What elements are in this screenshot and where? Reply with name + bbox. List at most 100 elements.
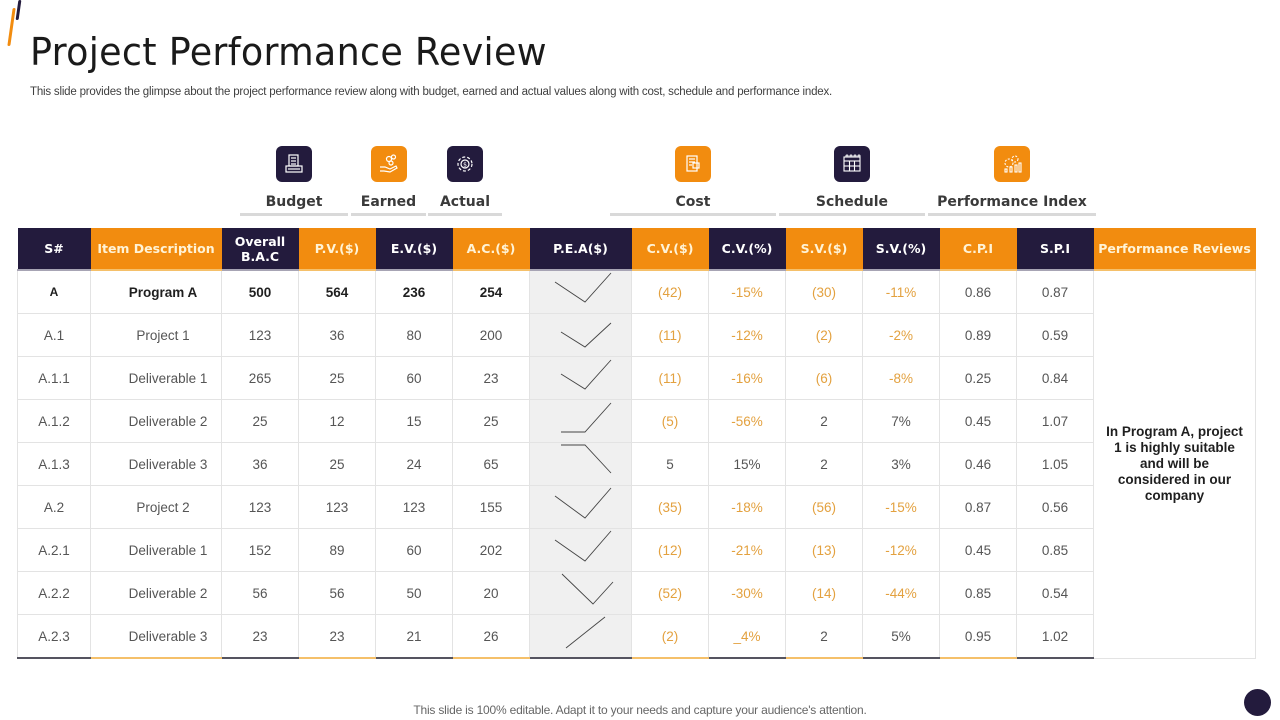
trend-flat-down-icon bbox=[560, 444, 611, 474]
cell-pv: 89 bbox=[298, 528, 376, 572]
cell-cv-pct: -21% bbox=[708, 528, 786, 572]
cell-spi: 0.59 bbox=[1016, 313, 1094, 357]
table-row: A.2.3 Deliverable 3 23 23 21 26 (2) _4% … bbox=[17, 614, 1256, 659]
cell-ac: 202 bbox=[452, 528, 530, 572]
cell-bac: 25 bbox=[221, 399, 299, 443]
cell-pea-trend bbox=[529, 313, 632, 357]
category-label: Performance Index bbox=[937, 194, 1087, 210]
cell-spi: 0.84 bbox=[1016, 356, 1094, 400]
cell-ac: 65 bbox=[452, 442, 530, 486]
cell-description: Deliverable 3 bbox=[90, 614, 222, 659]
cell-cpi: 0.46 bbox=[939, 442, 1017, 486]
cell-spi: 0.56 bbox=[1016, 485, 1094, 529]
cell-ev: 60 bbox=[375, 356, 453, 400]
page-subtitle: This slide provides the glimpse about th… bbox=[30, 86, 833, 98]
cell-ac: 20 bbox=[452, 571, 530, 615]
category-label: Earned bbox=[360, 194, 417, 210]
cell-description: Deliverable 3 bbox=[90, 442, 222, 486]
cell-sv-dollar: (6) bbox=[785, 356, 863, 400]
table-row: A.1.3 Deliverable 3 36 25 24 65 5 15% 2 … bbox=[17, 442, 1256, 486]
svg-text:$: $ bbox=[463, 162, 467, 169]
category-schedule: Schedule bbox=[779, 146, 925, 216]
table-row: A.2.1 Deliverable 1 152 89 60 202 (12) -… bbox=[17, 528, 1256, 572]
cell-bac: 500 bbox=[221, 269, 299, 314]
col-header-sv-dollar: S.V.($) bbox=[785, 228, 863, 270]
col-header-pea: P.E.A($) bbox=[529, 228, 632, 270]
cell-cv-pct: _4% bbox=[708, 614, 786, 659]
col-header-performance-reviews: Performance Reviews bbox=[1093, 228, 1256, 270]
cell-cv-pct: -30% bbox=[708, 571, 786, 615]
cell-sn: A bbox=[17, 269, 91, 314]
cell-description: Project 2 bbox=[90, 485, 222, 529]
cell-pv: 36 bbox=[298, 313, 376, 357]
cell-performance-review: In Program A, project 1 is highly suitab… bbox=[1093, 269, 1256, 659]
cell-sn: A.1.1 bbox=[17, 356, 91, 400]
cell-description: Deliverable 1 bbox=[90, 528, 222, 572]
cell-cpi: 0.25 bbox=[939, 356, 1017, 400]
cell-spi: 1.02 bbox=[1016, 614, 1094, 659]
cell-sn: A.2 bbox=[17, 485, 91, 529]
cell-cv-dollar: (2) bbox=[631, 614, 709, 659]
cell-cv-dollar: 5 bbox=[631, 442, 709, 486]
category-underline bbox=[610, 213, 776, 216]
cell-cv-dollar: (42) bbox=[631, 269, 709, 314]
table-row: A.1.1 Deliverable 1 265 25 60 23 (11) -1… bbox=[17, 356, 1256, 400]
cell-bac: 265 bbox=[221, 356, 299, 400]
cell-sv-pct: 5% bbox=[862, 614, 940, 659]
category-label: Actual bbox=[439, 194, 491, 210]
cell-sv-dollar: 2 bbox=[785, 614, 863, 659]
trend-v-icon bbox=[561, 573, 613, 605]
cell-sn: A.2.3 bbox=[17, 614, 91, 659]
cell-sn: A.1 bbox=[17, 313, 91, 357]
category-label: Budget bbox=[265, 194, 323, 210]
category-actual: $ Actual bbox=[428, 146, 502, 216]
accent-bar-orange bbox=[7, 8, 16, 46]
cell-sv-dollar: (14) bbox=[785, 571, 863, 615]
table-row: A.2.2 Deliverable 2 56 56 50 20 (52) -30… bbox=[17, 571, 1256, 615]
trend-v-icon bbox=[560, 322, 611, 348]
trend-v-icon bbox=[554, 487, 611, 519]
cell-bac: 123 bbox=[221, 313, 299, 357]
cell-sv-dollar: (30) bbox=[785, 269, 863, 314]
cell-pea-trend bbox=[529, 442, 632, 486]
cell-cv-dollar: (11) bbox=[631, 313, 709, 357]
hand-coins-icon bbox=[370, 146, 407, 182]
col-header-ac: A.C.($) bbox=[452, 228, 530, 270]
performance-table: S# Item Description Overall B.A.C P.V.($… bbox=[17, 228, 1256, 659]
cell-sv-dollar: 2 bbox=[785, 399, 863, 443]
cell-cpi: 0.86 bbox=[939, 269, 1017, 314]
col-header-ev: E.V.($) bbox=[375, 228, 453, 270]
col-header-item-description: Item Description bbox=[90, 228, 222, 270]
cell-sv-pct: -11% bbox=[862, 269, 940, 314]
cell-sn: A.1.3 bbox=[17, 442, 91, 486]
category-underline bbox=[240, 213, 348, 216]
trend-v-icon bbox=[554, 272, 611, 303]
category-cost: Cost bbox=[610, 146, 776, 216]
trend-flat-up-icon bbox=[560, 402, 611, 433]
cell-pea-trend bbox=[529, 269, 632, 314]
cell-cpi: 0.89 bbox=[939, 313, 1017, 357]
cell-pea-trend bbox=[529, 528, 632, 572]
cell-bac: 152 bbox=[221, 528, 299, 572]
cell-pea-trend bbox=[529, 571, 632, 615]
cell-cv-pct: -18% bbox=[708, 485, 786, 529]
col-header-spi: S.P.I bbox=[1016, 228, 1094, 270]
cell-cv-pct: -15% bbox=[708, 269, 786, 314]
calculator-icon bbox=[276, 146, 312, 182]
cell-pv: 23 bbox=[298, 614, 376, 659]
col-header-sv-pct: S.V.(%) bbox=[862, 228, 940, 270]
cell-spi: 0.54 bbox=[1016, 571, 1094, 615]
cell-ac: 155 bbox=[452, 485, 530, 529]
cell-ac: 200 bbox=[452, 313, 530, 357]
cell-description: Deliverable 2 bbox=[90, 571, 222, 615]
cell-cv-dollar: (12) bbox=[631, 528, 709, 572]
cell-sv-dollar: 2 bbox=[785, 442, 863, 486]
category-underline bbox=[351, 213, 426, 216]
table-row: A.2 Project 2 123 123 123 155 (35) -18% … bbox=[17, 485, 1256, 529]
cell-pea-trend bbox=[529, 614, 632, 659]
page-title: Project Performance Review bbox=[30, 30, 547, 74]
cell-ev: 123 bbox=[375, 485, 453, 529]
cell-pv: 25 bbox=[298, 442, 376, 486]
cell-pv: 123 bbox=[298, 485, 376, 529]
cell-cv-pct: -16% bbox=[708, 356, 786, 400]
